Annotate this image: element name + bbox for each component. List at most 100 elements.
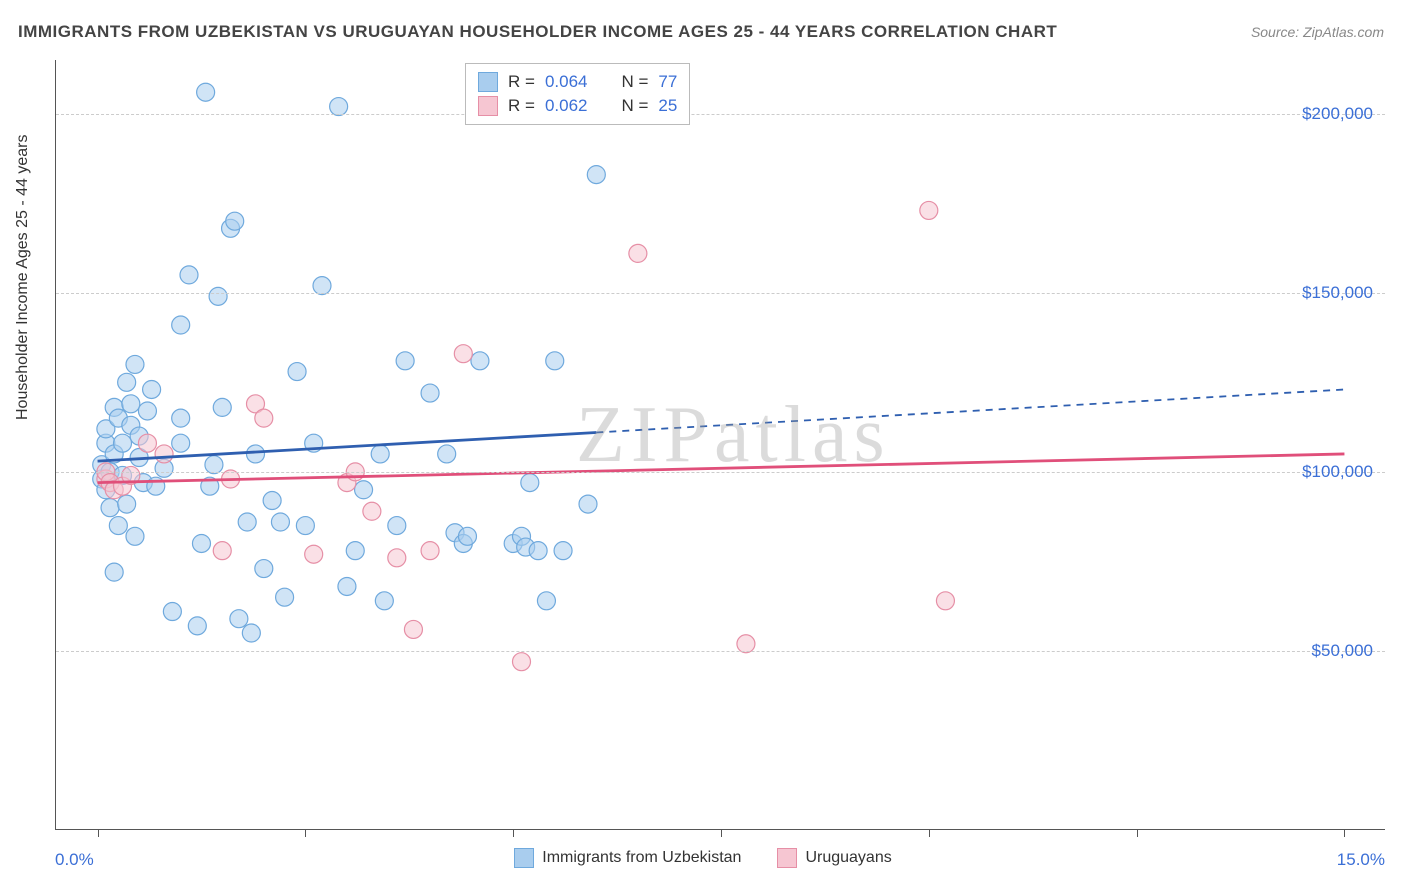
- scatter-point: [288, 363, 306, 381]
- scatter-point: [122, 395, 140, 413]
- scatter-point: [163, 603, 181, 621]
- chart-svg: [56, 60, 1385, 829]
- scatter-point: [213, 398, 231, 416]
- scatter-point: [375, 592, 393, 610]
- chart-title: IMMIGRANTS FROM UZBEKISTAN VS URUGUAYAN …: [18, 22, 1057, 42]
- scatter-point: [537, 592, 555, 610]
- scatter-point: [920, 201, 938, 219]
- x-tick: [98, 829, 99, 837]
- x-tick: [305, 829, 306, 837]
- x-tick: [929, 829, 930, 837]
- scatter-point: [143, 380, 161, 398]
- scatter-point: [109, 517, 127, 535]
- scatter-point: [114, 434, 132, 452]
- y-axis-label: Householder Income Ages 25 - 44 years: [14, 135, 32, 421]
- scatter-point: [172, 409, 190, 427]
- trend-line-dashed: [596, 389, 1344, 432]
- scatter-point: [546, 352, 564, 370]
- scatter-point: [554, 542, 572, 560]
- scatter-point: [421, 384, 439, 402]
- x-tick: [513, 829, 514, 837]
- trend-line: [98, 454, 1345, 483]
- bottom-legend: Immigrants from Uzbekistan Uruguayans: [0, 848, 1406, 868]
- scatter-point: [105, 563, 123, 581]
- scatter-point: [271, 513, 289, 531]
- scatter-point: [438, 445, 456, 463]
- legend-n-value: 25: [658, 96, 677, 116]
- legend-n-label: N =: [621, 72, 648, 92]
- scatter-point: [338, 577, 356, 595]
- legend-n-value: 77: [658, 72, 677, 92]
- scatter-point: [138, 402, 156, 420]
- scatter-point: [197, 83, 215, 101]
- legend-n-label: N =: [621, 96, 648, 116]
- y-tick-label: $50,000: [1312, 641, 1373, 661]
- scatter-point: [126, 527, 144, 545]
- scatter-point: [242, 624, 260, 642]
- legend-r-value: 0.064: [545, 72, 588, 92]
- scatter-point: [255, 560, 273, 578]
- scatter-point: [305, 545, 323, 563]
- legend-label: Uruguayans: [805, 849, 891, 867]
- scatter-point: [388, 549, 406, 567]
- scatter-point: [396, 352, 414, 370]
- scatter-point: [521, 474, 539, 492]
- bottom-legend-item: Uruguayans: [777, 848, 891, 868]
- scatter-point: [118, 373, 136, 391]
- correlation-legend-box: R = 0.064 N = 77 R = 0.062 N = 25: [465, 63, 690, 125]
- scatter-point: [404, 620, 422, 638]
- gridline: [56, 114, 1385, 115]
- legend-label: Immigrants from Uzbekistan: [542, 849, 741, 867]
- scatter-point: [346, 542, 364, 560]
- legend-row: R = 0.064 N = 77: [478, 70, 677, 94]
- source-attribution: Source: ZipAtlas.com: [1251, 24, 1384, 40]
- legend-swatch: [478, 96, 498, 116]
- x-tick: [721, 829, 722, 837]
- scatter-point: [230, 610, 248, 628]
- x-tick: [1344, 829, 1345, 837]
- scatter-point: [263, 492, 281, 510]
- scatter-point: [513, 653, 531, 671]
- scatter-point: [226, 212, 244, 230]
- scatter-point: [936, 592, 954, 610]
- scatter-point: [188, 617, 206, 635]
- scatter-point: [363, 502, 381, 520]
- scatter-point: [180, 266, 198, 284]
- scatter-point: [471, 352, 489, 370]
- legend-row: R = 0.062 N = 25: [478, 94, 677, 118]
- scatter-point: [213, 542, 231, 560]
- scatter-point: [421, 542, 439, 560]
- scatter-point: [238, 513, 256, 531]
- legend-swatch: [514, 848, 534, 868]
- scatter-point: [101, 499, 119, 517]
- scatter-point: [587, 166, 605, 184]
- y-tick-label: $200,000: [1302, 104, 1373, 124]
- legend-r-label: R =: [508, 72, 535, 92]
- gridline: [56, 651, 1385, 652]
- gridline: [56, 293, 1385, 294]
- scatter-point: [172, 316, 190, 334]
- scatter-point: [255, 409, 273, 427]
- legend-swatch: [478, 72, 498, 92]
- y-tick-label: $100,000: [1302, 462, 1373, 482]
- legend-swatch: [777, 848, 797, 868]
- legend-r-value: 0.062: [545, 96, 588, 116]
- scatter-point: [388, 517, 406, 535]
- y-tick-label: $150,000: [1302, 283, 1373, 303]
- scatter-point: [155, 445, 173, 463]
- scatter-point: [126, 355, 144, 373]
- scatter-point: [579, 495, 597, 513]
- scatter-point: [371, 445, 389, 463]
- bottom-legend-item: Immigrants from Uzbekistan: [514, 848, 741, 868]
- scatter-point: [172, 434, 190, 452]
- scatter-point: [629, 244, 647, 262]
- gridline: [56, 472, 1385, 473]
- scatter-point: [529, 542, 547, 560]
- scatter-point: [138, 434, 156, 452]
- scatter-point: [192, 534, 210, 552]
- scatter-point: [276, 588, 294, 606]
- legend-r-label: R =: [508, 96, 535, 116]
- scatter-point: [458, 527, 476, 545]
- scatter-point: [454, 345, 472, 363]
- scatter-point: [355, 481, 373, 499]
